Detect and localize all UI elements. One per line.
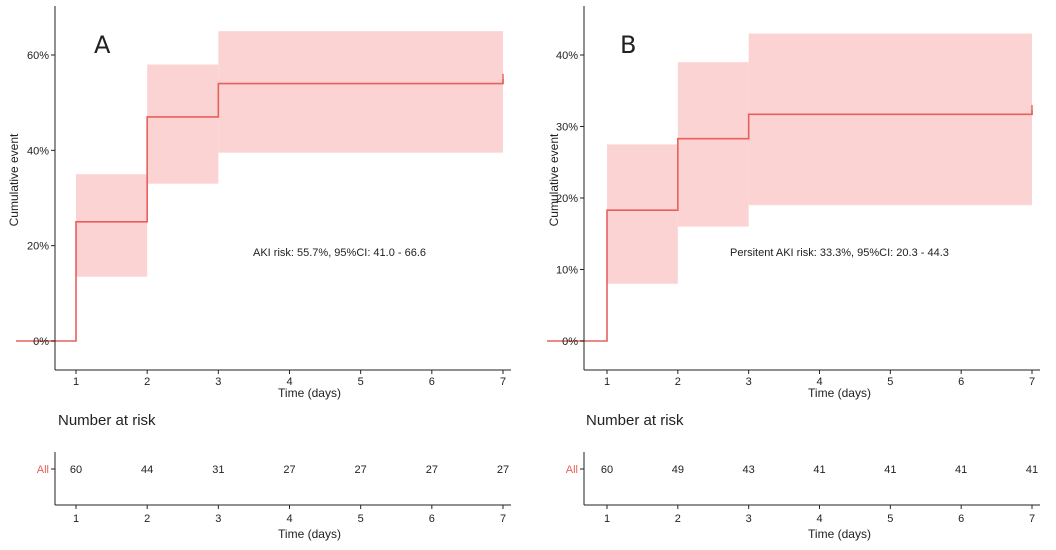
x-axis-title: Time (days)	[278, 386, 341, 400]
y-tick-label: 30%	[556, 122, 578, 134]
ci-band-segment	[218, 31, 504, 153]
x-tick-label: 4	[816, 376, 822, 388]
ci-band-segment	[76, 174, 148, 277]
risk-x-axis-title: Time (days)	[808, 527, 871, 541]
risk-x-tick-label: 7	[500, 513, 506, 525]
risk-count: 41	[1026, 464, 1038, 476]
y-tick-label: 40%	[27, 145, 49, 157]
x-tick-label: 2	[675, 376, 681, 388]
panel-b: 0% 10% 20% 30% 40% 1 2 3 4 5 6 7 Time (days) Cumulati…	[547, 6, 1040, 541]
x-axis-title: Time (days)	[808, 386, 871, 400]
risk-x-tick-label: 5	[358, 513, 364, 525]
risk-count: 31	[212, 464, 224, 476]
risk-annotation: AKI risk: 55.7%, 95%CI: 41.0 - 66.6	[253, 247, 426, 259]
risk-strata-label: All	[37, 464, 49, 476]
risk-x-tick-label: 6	[429, 513, 435, 525]
y-tick-label: 20%	[556, 193, 578, 205]
x-tick-label: 4	[286, 376, 292, 388]
risk-x-tick-label: 4	[286, 513, 292, 525]
x-tick-label: 6	[958, 376, 964, 388]
risk-x-tick-label: 1	[73, 513, 79, 525]
risk-x-tick-label: 2	[675, 513, 681, 525]
risk-count: 60	[601, 464, 613, 476]
x-tick-label: 6	[429, 376, 435, 388]
x-tick-label: 2	[144, 376, 150, 388]
cumulative-event-curve	[547, 110, 1033, 342]
ci-band-segment	[677, 62, 749, 227]
y-tick-label: 20%	[27, 241, 49, 253]
risk-strata-label: All	[566, 464, 578, 476]
x-tick-label: 1	[73, 376, 79, 388]
ci-band-segment	[607, 144, 678, 284]
y-tick-label: 0%	[562, 336, 578, 348]
risk-x-tick-label: 5	[887, 513, 893, 525]
risk-x-tick-label: 4	[816, 513, 822, 525]
x-tick-label: 5	[358, 376, 364, 388]
risk-count: 44	[141, 464, 153, 476]
y-tick-label: 60%	[27, 50, 49, 62]
x-tick-label: 5	[887, 376, 893, 388]
risk-x-tick-label: 1	[604, 513, 610, 525]
risk-x-axis-title: Time (days)	[278, 527, 341, 541]
risk-table: Number at risk All 60 1 44 2 31 3 27 4 27 5 27 6 27 7 Ti…	[37, 412, 511, 541]
risk-count: 27	[426, 464, 438, 476]
risk-count: 27	[283, 464, 295, 476]
y-tick-label: 0%	[33, 336, 49, 348]
y-axis-title: Cumulative event	[7, 133, 21, 226]
risk-table: Number at risk All 60 1 49 2 43 3 41 4 41 5 41 6 41 7 Ti…	[566, 412, 1040, 541]
risk-x-tick-label: 6	[958, 513, 964, 525]
risk-table-title: Number at risk	[58, 412, 156, 429]
risk-count: 60	[70, 464, 82, 476]
x-tick-label: 1	[604, 376, 610, 388]
risk-count: 41	[884, 464, 896, 476]
y-tick-label: 40%	[556, 50, 578, 62]
risk-count: 27	[497, 464, 509, 476]
x-tick-label: 3	[746, 376, 752, 388]
panel-a: 0% 20% 40% 60% 1 2 3 4 5 6 7 Time (days) Cumulative …	[7, 6, 511, 541]
cumulative-event-curve	[16, 78, 504, 342]
risk-x-tick-label: 7	[1029, 513, 1035, 525]
risk-count: 27	[355, 464, 367, 476]
risk-count: 49	[672, 464, 684, 476]
y-axis-title: Cumulative event	[547, 133, 561, 226]
risk-x-tick-label: 2	[144, 513, 150, 525]
panel-letter: B	[620, 31, 636, 59]
risk-count: 41	[955, 464, 967, 476]
risk-x-tick-label: 3	[746, 513, 752, 525]
ci-band-segment	[147, 64, 219, 184]
x-tick-label: 3	[215, 376, 221, 388]
ci-band-segment	[748, 33, 1032, 206]
risk-annotation: Persitent AKI risk: 33.3%, 95%CI: 20.3 -…	[730, 247, 949, 259]
risk-count: 41	[813, 464, 825, 476]
y-tick-label: 10%	[556, 265, 578, 277]
risk-count: 43	[743, 464, 755, 476]
panel-letter: A	[94, 31, 111, 59]
risk-table-title: Number at risk	[586, 412, 684, 429]
x-tick-label: 7	[500, 376, 506, 388]
risk-x-tick-label: 3	[215, 513, 221, 525]
x-tick-label: 7	[1029, 376, 1035, 388]
